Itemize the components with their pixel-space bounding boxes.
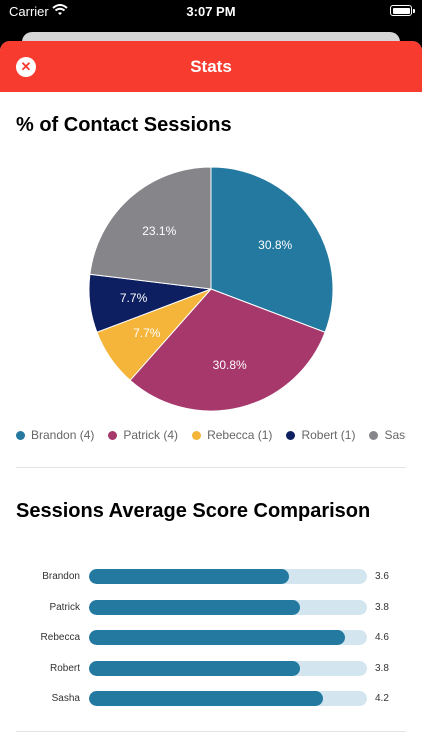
pie-slice-label: 30.8% [212,357,247,372]
carrier-label: Carrier [9,4,49,19]
pie-section-title: % of Contact Sessions [16,114,232,136]
bar-fill [89,691,323,706]
bar-track [89,599,367,615]
bar-track [89,660,367,676]
wifi-icon [52,4,68,19]
pie-svg [88,166,334,412]
bar-row: Robert 3.8 [0,660,422,677]
legend-dot-icon [192,431,202,440]
bar-fill [89,660,301,676]
bar-category-label: Sasha [51,693,80,704]
bar-value-label: 4.2 [375,693,389,704]
legend-item: Patrick (4) [108,428,178,442]
legend-dot-icon [16,431,25,440]
bar-row: Brandon 3.6 [0,569,422,585]
legend-item: Brandon (4) [16,428,94,442]
bar-category-label: Rebecca [40,632,80,643]
bar-row: Sasha 4.2 [0,691,422,707]
bar-track [89,630,367,645]
pie-slice-label: 23.1% [142,223,177,238]
nav-bar: ✕ Stats [0,41,422,92]
bar-category-label: Patrick [49,601,80,613]
bar-row: Rebecca 4.6 [0,630,422,646]
bar-track [89,691,367,706]
nav-title: Stats [190,57,232,76]
bar-fill [89,569,290,584]
pie-slice-label: 7.7% [119,291,148,306]
bar-value-label: 4.6 [375,632,389,643]
bar-section-title: Sessions Average Score Comparison [16,500,371,522]
bar-track [89,569,367,584]
legend-dot-icon [108,431,118,440]
bar-value-label: 3.8 [375,601,389,613]
legend-label: Brandon (4) [31,428,95,442]
section-divider-bottom [16,731,406,732]
pie-chart: 30.8% 30.8% 7.7% 7.7% 23.1% [88,166,334,412]
bar-fill [89,630,345,645]
pie-slice-4 [89,166,212,290]
bar-row: Patrick 3.8 [0,599,422,616]
bar-fill [89,599,301,615]
bar-value-label: 3.6 [375,571,389,582]
battery-icon [390,5,415,16]
bar-category-label: Brandon [42,571,80,582]
legend-label: Sasha (3) [384,428,406,442]
close-x-icon: ✕ [20,59,32,74]
bar-category-label: Robert [49,662,80,674]
legend-item: Sasha (3) [369,428,406,442]
status-time: 3:07 PM [186,4,236,19]
pie-slice-label: 30.8% [258,237,293,252]
legend-label: Robert (1) [301,428,356,442]
legend-label: Patrick (4) [123,428,179,442]
legend-dot-icon [286,431,296,440]
section-divider [16,467,406,468]
close-button[interactable]: ✕ [16,57,36,77]
pie-slice-label: 7.7% [133,326,161,341]
pie-slice-1 [129,288,326,412]
legend-item: Robert (1) [286,428,355,442]
legend-label: Rebecca (1) [207,428,273,442]
legend-dot-icon [369,431,379,440]
pie-slice-0 [210,166,334,333]
bar-value-label: 3.8 [375,662,389,674]
legend-item: Rebecca (1) [192,428,272,442]
stats-sheet: ✕ Stats % of Contact Sessions 30.8% 30.8%… [0,41,422,750]
status-bar: Carrier 3:07 PM [0,0,422,24]
pie-legend: Brandon (4) Patrick (4) Rebecca (1) Robert … [16,428,406,444]
